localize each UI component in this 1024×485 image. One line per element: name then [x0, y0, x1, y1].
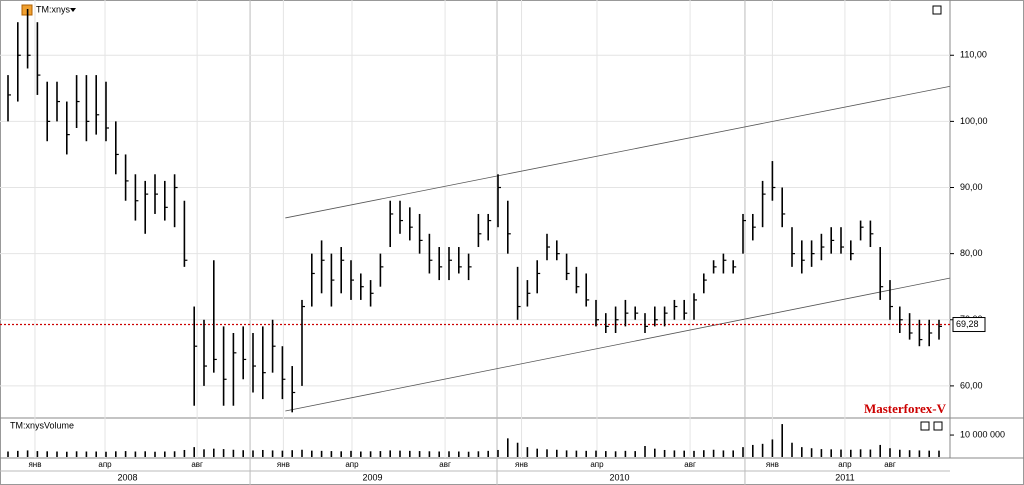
- x-tick-label: авг: [191, 460, 203, 469]
- chart-title[interactable]: TM:xnys: [36, 4, 71, 14]
- last-price-label: 69,28: [956, 319, 979, 329]
- x-tick-label: янв: [515, 460, 528, 469]
- volume-title: TM:xnysVolume: [10, 420, 74, 430]
- year-label: 2009: [363, 472, 383, 482]
- minimize-button[interactable]: [920, 421, 930, 431]
- x-tick-label: апр: [98, 460, 112, 469]
- last-price-box: [952, 317, 986, 333]
- volume-tick-label: 10 000 000: [960, 429, 1005, 439]
- watermark: Masterforex-V: [864, 401, 947, 416]
- x-tick-label: авг: [684, 460, 696, 469]
- x-tick-label: авг: [439, 460, 451, 469]
- x-tick-label: авг: [884, 460, 896, 469]
- y-tick-label: 90,00: [960, 182, 983, 192]
- maximize-button[interactable]: [932, 5, 942, 15]
- y-tick-label: 110,00: [960, 50, 987, 60]
- year-label: 2010: [610, 472, 630, 482]
- trend-line: [285, 277, 950, 412]
- x-tick-label: янв: [277, 460, 290, 469]
- x-tick-label: апр: [590, 460, 604, 469]
- y-tick-label: 80,00: [960, 248, 983, 258]
- year-label: 2011: [835, 472, 854, 482]
- y-tick-label: 100,00: [960, 116, 988, 126]
- y-tick-label: 60,00: [960, 380, 983, 390]
- trend-line: [285, 85, 950, 219]
- x-tick-label: апр: [345, 460, 359, 469]
- dropdown-arrow[interactable]: [70, 8, 76, 12]
- x-tick-label: янв: [766, 460, 779, 469]
- x-tick-label: янв: [28, 460, 41, 469]
- year-label: 2008: [118, 472, 138, 482]
- close-button[interactable]: [933, 421, 943, 431]
- x-tick-label: апр: [838, 460, 852, 469]
